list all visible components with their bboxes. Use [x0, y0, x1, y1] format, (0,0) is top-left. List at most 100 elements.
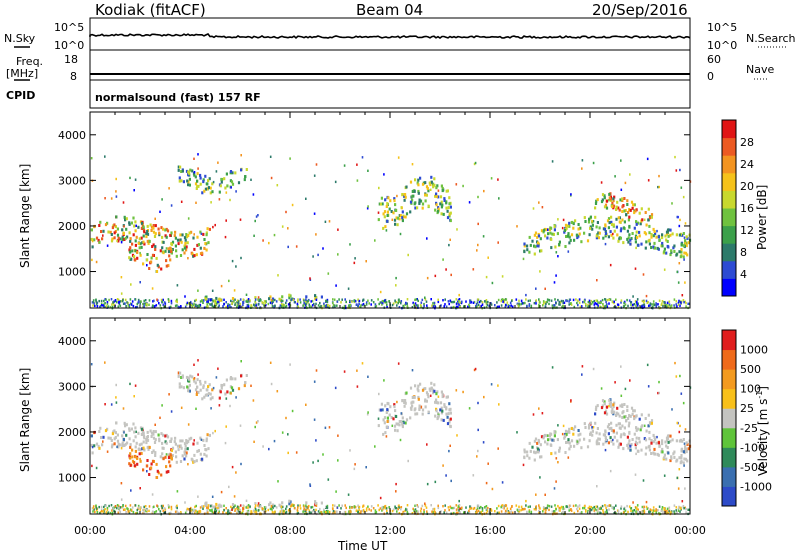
velocity-colorbar-tick: 100 [740, 383, 761, 396]
velocity-cell [154, 423, 156, 426]
velocity-cell [604, 409, 608, 413]
power-cell [604, 242, 607, 246]
velocity-cell [629, 507, 632, 510]
velocity-cell [498, 511, 500, 514]
power-cell [190, 303, 192, 307]
velocity-cell [413, 395, 416, 399]
velocity-cell [681, 439, 684, 443]
power-cell [215, 303, 217, 307]
velocity-cell [126, 441, 129, 445]
power-cell [170, 302, 173, 305]
power-cell [287, 245, 289, 249]
power-cell [215, 170, 218, 173]
velocity-cell [666, 438, 669, 442]
velocity-cell [597, 442, 600, 446]
velocity-cell [386, 416, 389, 420]
power-cell [677, 303, 680, 306]
power-cell [387, 196, 390, 200]
velocity-cell [636, 427, 640, 431]
power-cell [362, 299, 364, 302]
velocity-cell [139, 448, 142, 452]
power-cell [481, 301, 484, 304]
velocity-cell [138, 443, 141, 447]
power-cell [263, 300, 266, 303]
velocity-cell [95, 466, 98, 470]
velocity-cell [174, 442, 177, 446]
velocity-cell [115, 383, 117, 387]
velocity-cell [177, 371, 180, 375]
velocity-cell [327, 478, 330, 481]
velocity-cell [626, 405, 629, 409]
velocity-cell [134, 435, 137, 439]
power-cell [236, 301, 238, 304]
velocity-cell [468, 407, 471, 410]
velocity-cell [485, 481, 488, 485]
power-cell [288, 293, 291, 297]
velocity-cell [416, 387, 419, 391]
velocity-cell [618, 426, 621, 430]
velocity-cell [678, 430, 681, 434]
velocity-cell [473, 506, 476, 510]
velocity-cell [515, 504, 518, 507]
velocity-cell [684, 506, 686, 509]
power-cell [631, 232, 634, 235]
power-cell [680, 301, 682, 304]
velocity-cell [446, 415, 449, 419]
velocity-cell [121, 443, 124, 447]
velocity-cell [658, 391, 660, 395]
velocity-cell [546, 504, 549, 507]
velocity-cell [196, 390, 199, 394]
power-cell [604, 230, 607, 233]
velocity-cell [382, 432, 385, 436]
velocity-cell [107, 511, 110, 514]
power-cell [211, 302, 213, 306]
power-cell [567, 224, 570, 228]
velocity-cell [536, 441, 539, 445]
velocity-cell [455, 389, 458, 392]
power-cell [257, 296, 260, 299]
velocity-cell [569, 444, 572, 448]
power-cell [593, 299, 596, 303]
power-cell [285, 210, 287, 214]
velocity-cell [125, 433, 128, 437]
velocity-cell [583, 422, 586, 426]
power-cell [586, 239, 590, 243]
velocity-cell [538, 509, 540, 513]
power-cell [207, 306, 209, 309]
power-cell [421, 202, 425, 206]
power-cell [498, 305, 500, 308]
power-cell [426, 237, 428, 240]
velocity-cell [146, 464, 149, 468]
velocity-cell [635, 428, 638, 432]
velocity-cell [610, 429, 614, 432]
velocity-cell [398, 423, 401, 427]
velocity-cell [449, 417, 452, 421]
velocity-cell [230, 512, 232, 515]
power-cell [158, 302, 160, 305]
power-cell [621, 205, 624, 209]
power-cell [683, 301, 685, 304]
velocity-cell [198, 511, 200, 514]
power-cell [175, 300, 177, 303]
power-cell [146, 239, 149, 243]
power-cell [239, 302, 242, 306]
power-cell [665, 251, 668, 255]
velocity-cell [667, 451, 670, 455]
power-cell [607, 217, 611, 221]
velocity-cell [195, 504, 197, 508]
velocity-cell [245, 506, 247, 509]
velocity-cell [612, 412, 615, 416]
velocity-cell [257, 509, 260, 512]
power-cell [396, 216, 400, 220]
velocity-cell [207, 512, 209, 515]
power-cell [257, 214, 259, 217]
power-cell [189, 168, 192, 172]
power-cell [621, 218, 624, 222]
power-cell [273, 233, 276, 237]
velocity-cell [374, 445, 376, 448]
power-cell [343, 304, 346, 308]
nave-tick-low: 0 [707, 70, 714, 83]
velocity-cell [600, 406, 604, 410]
velocity-cell [434, 511, 436, 514]
power-cell [296, 304, 299, 307]
